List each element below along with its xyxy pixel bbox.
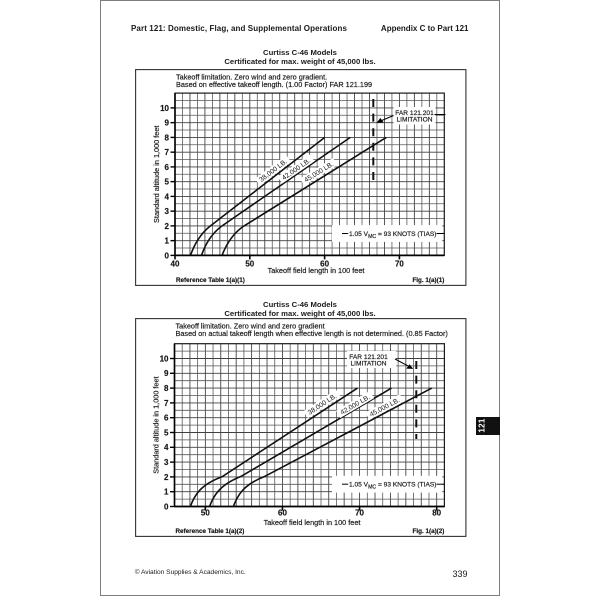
svg-text:LIMITATION: LIMITATION [350,360,386,367]
svg-text:40: 40 [171,260,180,269]
svg-text:1: 1 [165,237,170,246]
svg-text:3: 3 [164,458,169,467]
svg-text:5: 5 [164,428,169,437]
svg-text:7: 7 [165,148,170,157]
svg-text:8: 8 [164,384,169,393]
svg-text:9: 9 [164,369,169,378]
svg-text:70: 70 [395,260,404,269]
svg-text:1.05 VMC = 93 KNOTS (TIAS): 1.05 VMC = 93 KNOTS (TIAS) [349,481,436,490]
svg-text:0: 0 [165,251,170,260]
svg-text:9: 9 [165,119,170,128]
svg-text:Fig. 1(a)(1): Fig. 1(a)(1) [412,277,444,284]
svg-text:10: 10 [160,104,169,113]
svg-text:Reference Table 1(a)(1): Reference Table 1(a)(1) [176,277,245,284]
svg-text:5: 5 [165,178,170,187]
svg-text:60: 60 [320,260,329,269]
svg-text:50: 50 [245,260,254,269]
svg-text:Standard altitude in 1,000 fee: Standard altitude in 1,000 feet [152,126,161,223]
svg-text:8: 8 [165,133,170,142]
svg-text:Fig. 1(a)(2): Fig. 1(a)(2) [413,528,445,535]
svg-text:1.05 VMC = 93 KNOTS (TIAS): 1.05 VMC = 93 KNOTS (TIAS) [349,231,436,240]
svg-text:6: 6 [165,163,170,172]
svg-text:LIMITATION: LIMITATION [396,117,432,124]
svg-text:4: 4 [165,192,170,201]
svg-text:FAR 121.201: FAR 121.201 [349,353,388,360]
svg-text:50: 50 [201,508,210,517]
svg-text:Takeoff field length in 100 fe: Takeoff field length in 100 feet [264,517,361,526]
svg-text:2: 2 [164,472,169,481]
svg-text:60: 60 [278,508,287,517]
svg-text:10: 10 [160,354,169,363]
svg-text:0: 0 [164,502,169,511]
svg-text:Based on actual takeoff length: Based on actual takeoff length when effe… [176,329,448,338]
svg-text:1: 1 [164,487,169,496]
svg-text:Reference Table 1(a)(2): Reference Table 1(a)(2) [176,528,245,535]
svg-text:4: 4 [164,443,169,452]
svg-text:2: 2 [165,222,170,231]
svg-text:Takeoff limitation. Zero wind: Takeoff limitation. Zero wind and zero g… [176,72,327,81]
svg-text:Based on effective takeoff len: Based on effective takeoff length. (1.00… [176,80,372,89]
svg-text:Takeoff limitation. Zero wind: Takeoff limitation. Zero wind and zero g… [176,321,325,330]
svg-text:FAR 121.201: FAR 121.201 [395,110,434,117]
svg-text:6: 6 [164,413,169,422]
svg-text:3: 3 [165,207,170,216]
svg-text:Takeoff field length in 100 fe: Takeoff field length in 100 feet [268,266,365,275]
svg-text:80: 80 [432,508,441,517]
svg-text:7: 7 [164,398,169,407]
svg-text:70: 70 [355,508,364,517]
svg-text:Standard altitude in 1,000 fee: Standard altitude in 1,000 feet [152,376,161,473]
